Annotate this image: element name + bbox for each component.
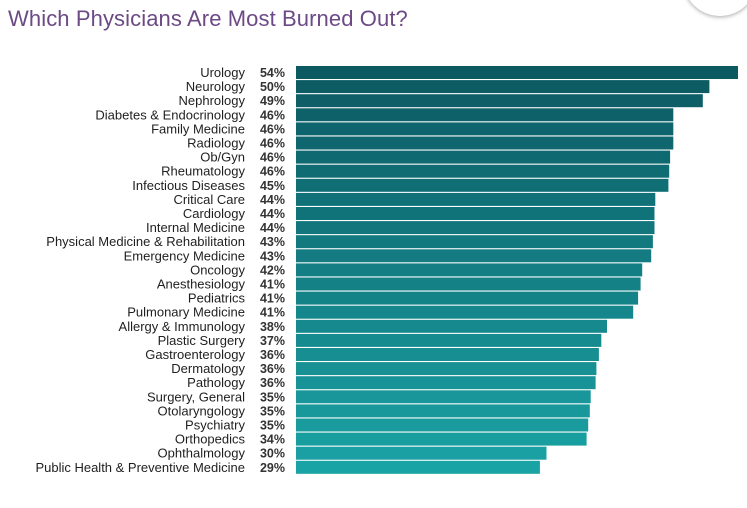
value-label: 46%: [260, 151, 285, 165]
bar: [296, 164, 670, 178]
value-label: 43%: [260, 235, 285, 249]
bar-group: [296, 66, 738, 474]
category-label: Rheumatology: [161, 164, 245, 179]
category-label: Public Health & Preventive Medicine: [35, 460, 245, 475]
value-label: 44%: [260, 207, 285, 221]
category-label: Ophthalmology: [158, 446, 246, 461]
bar: [296, 80, 710, 94]
value-label: 46%: [260, 122, 285, 136]
value-label: 54%: [260, 66, 285, 80]
category-label: Pathology: [187, 375, 245, 390]
bar: [296, 305, 634, 319]
value-label: 44%: [260, 221, 285, 235]
value-label: 41%: [260, 306, 285, 320]
value-label: 46%: [260, 137, 285, 151]
value-label: 44%: [260, 193, 285, 207]
value-label: 36%: [260, 348, 285, 362]
value-label: 35%: [260, 404, 285, 418]
bar: [296, 376, 596, 390]
bar: [296, 319, 607, 333]
category-label: Infectious Diseases: [132, 178, 245, 193]
category-label: Critical Care: [173, 192, 245, 207]
bar: [296, 136, 674, 150]
bar: [296, 122, 674, 136]
value-label-group: 54%50%49%46%46%46%46%46%45%44%44%44%43%4…: [260, 66, 285, 475]
value-label: 35%: [260, 419, 285, 433]
category-label: Otolaryngology: [158, 403, 246, 418]
value-label: 38%: [260, 320, 285, 334]
bar: [296, 192, 656, 206]
value-label: 35%: [260, 390, 285, 404]
category-label: Nephrology: [179, 93, 246, 108]
value-label: 30%: [260, 447, 285, 461]
bar: [296, 404, 590, 418]
bar: [296, 263, 643, 277]
category-label: Family Medicine: [151, 121, 245, 136]
bar: [296, 291, 639, 305]
bar: [296, 390, 591, 404]
bar: [296, 418, 589, 432]
bar: [296, 333, 602, 347]
category-label: Oncology: [190, 262, 245, 277]
bar: [296, 150, 671, 164]
chart-title: Which Physicians Are Most Burned Out?: [8, 6, 408, 31]
bar: [296, 221, 655, 235]
category-label: Allergy & Immunology: [119, 319, 246, 334]
value-label: 41%: [260, 278, 285, 292]
bar: [296, 108, 674, 122]
category-label: Orthopedics: [175, 432, 246, 447]
value-label: 34%: [260, 433, 285, 447]
bar: [296, 66, 738, 79]
value-label: 43%: [260, 249, 285, 263]
category-label: Surgery, General: [147, 389, 245, 404]
bar: [296, 178, 669, 192]
category-label: Neurology: [186, 79, 246, 94]
value-label: 42%: [260, 263, 285, 277]
category-label: Dermatology: [171, 361, 245, 376]
category-label: Ob/Gyn: [200, 150, 245, 165]
value-label: 49%: [260, 94, 285, 108]
value-label: 37%: [260, 334, 285, 348]
bar: [296, 446, 547, 460]
category-label: Radiology: [187, 136, 245, 151]
bar: [296, 348, 599, 361]
value-label: 46%: [260, 165, 285, 179]
value-label: 45%: [260, 179, 285, 193]
value-label: 50%: [260, 80, 285, 94]
bar: [296, 235, 653, 249]
value-label: 46%: [260, 108, 285, 122]
category-label: Pulmonary Medicine: [127, 305, 245, 320]
category-label: Gastroenterology: [145, 347, 245, 362]
category-label: Emergency Medicine: [124, 248, 245, 263]
value-label: 36%: [260, 376, 285, 390]
bar: [296, 460, 540, 474]
bar: [296, 432, 587, 446]
bar: [296, 94, 703, 108]
category-label: Plastic Surgery: [158, 333, 246, 348]
value-label: 36%: [260, 362, 285, 376]
bar: [296, 362, 597, 376]
category-label: Physical Medicine & Rehabilitation: [46, 234, 245, 249]
category-label: Pediatrics: [188, 291, 246, 306]
bar: [296, 277, 641, 291]
category-label: Internal Medicine: [146, 220, 245, 235]
bar: [296, 249, 652, 263]
category-label: Cardiology: [183, 206, 246, 221]
category-label: Anesthesiology: [157, 277, 246, 292]
category-label: Urology: [200, 65, 245, 80]
category-label: Diabetes & Endocrinology: [95, 107, 245, 122]
value-label: 29%: [260, 461, 285, 475]
bar: [296, 207, 655, 220]
value-label: 41%: [260, 292, 285, 306]
category-label: Psychiatry: [185, 418, 245, 433]
